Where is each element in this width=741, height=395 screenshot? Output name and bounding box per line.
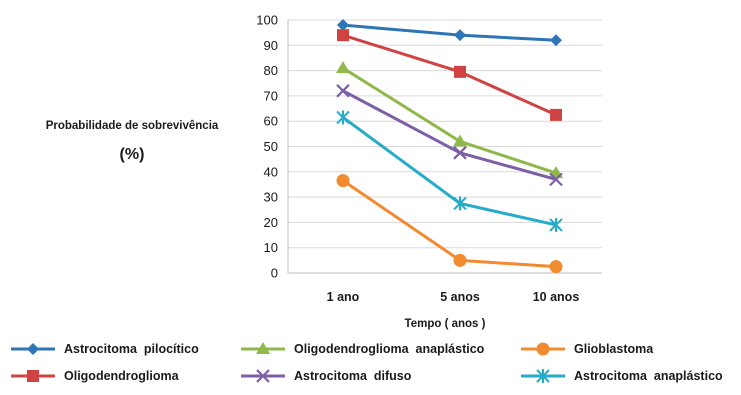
data-point (337, 29, 349, 42)
y-tick-label: 60 (264, 114, 278, 129)
y-tick-label: 0 (271, 266, 278, 281)
data-point (336, 84, 350, 98)
y-tick-label: 90 (264, 38, 278, 53)
series-line (342, 179, 557, 269)
data-point (27, 343, 39, 355)
y-tick-label: 100 (256, 13, 278, 28)
data-point (256, 369, 270, 383)
data-point (453, 253, 467, 267)
data-point (536, 369, 550, 383)
data-point (336, 174, 350, 188)
legend-item: Astrocitoma difuso (240, 366, 411, 386)
legend-item: Oligodendroglioma anaplástico (240, 339, 484, 359)
data-point (336, 61, 350, 74)
data-point-stroke (453, 146, 467, 160)
x-tick-label: 5 anos (440, 290, 480, 304)
legend-item: Glioblastoma (520, 339, 653, 359)
y-tick-label: 10 (264, 240, 278, 255)
legend-item: Oligodendroglioma (10, 366, 179, 386)
legend-label: Glioblastoma (574, 342, 654, 356)
series-line (342, 23, 557, 42)
y-tick-label: 40 (264, 164, 278, 179)
x-axis-title: Tempo ( anos ) (405, 318, 486, 330)
y-axis-label: Probabilidade de sobrevivência (45, 120, 219, 132)
legend-swatch (241, 342, 285, 354)
legend-swatch (241, 369, 285, 383)
legend-label: Astrocitoma difuso (294, 369, 412, 383)
data-point (549, 217, 563, 232)
data-point (27, 370, 39, 382)
series-line (342, 66, 557, 175)
data-point-stroke (549, 172, 563, 187)
y-tick-label: 20 (264, 215, 278, 230)
data-point (453, 134, 467, 147)
y-tick-label: 70 (264, 88, 278, 103)
legend-swatch (11, 370, 55, 382)
x-tick-label: 10 anos (533, 290, 580, 304)
data-point (550, 34, 562, 47)
legend-swatch (11, 343, 55, 355)
data-point (256, 342, 270, 354)
data-point (454, 29, 466, 42)
legend-item: Astrocitoma pilocítico (10, 339, 199, 359)
legend-swatch (521, 369, 565, 383)
data-point (453, 196, 467, 211)
y-tick-label: 50 (264, 139, 278, 154)
data-point (549, 260, 563, 274)
data-point-stroke (256, 369, 270, 383)
legend-label: Astrocitoma anaplástico (574, 369, 723, 383)
data-point-stroke (336, 84, 350, 98)
legend-label: Oligodendroglioma (64, 369, 179, 383)
x-tick-label: 1 ano (327, 290, 360, 304)
data-point (337, 19, 349, 32)
data-point (454, 65, 466, 78)
data-point (453, 146, 467, 160)
y-tick-label: 30 (264, 190, 278, 205)
legend-swatch (521, 342, 565, 356)
y-tick-label: 80 (264, 63, 278, 78)
data-point (536, 342, 550, 356)
series-line (342, 33, 557, 117)
y-axis-unit: (%) (119, 146, 145, 163)
legend-label: Oligodendroglioma anaplástico (294, 342, 485, 356)
data-point (549, 172, 563, 187)
legend-item: Astrocitoma anaplástico (520, 366, 723, 386)
data-point (550, 108, 562, 121)
legend-label: Astrocitoma pilocítico (64, 342, 199, 356)
data-point (336, 110, 350, 125)
